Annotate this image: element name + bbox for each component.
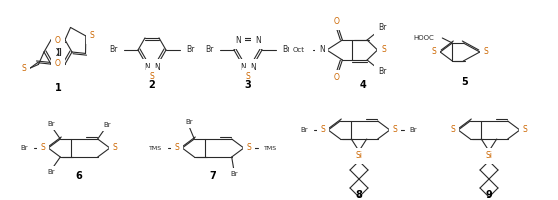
Text: Br: Br: [230, 171, 238, 177]
Text: 5: 5: [461, 77, 468, 87]
Text: Br: Br: [47, 121, 55, 127]
Text: 6: 6: [76, 171, 83, 181]
Text: 4: 4: [359, 80, 367, 90]
Text: N: N: [154, 63, 160, 72]
Text: 2: 2: [148, 80, 155, 90]
Text: S: S: [392, 126, 397, 134]
Text: O: O: [334, 73, 339, 82]
Text: 7: 7: [210, 171, 217, 181]
Text: Si: Si: [485, 152, 493, 160]
Text: 3: 3: [244, 80, 251, 90]
Text: TMS: TMS: [264, 146, 277, 150]
Text: Br: Br: [282, 46, 290, 54]
Text: O: O: [55, 36, 61, 45]
Text: N: N: [235, 36, 241, 45]
Text: 1: 1: [55, 83, 61, 93]
Text: N: N: [250, 63, 256, 72]
Text: Oct: Oct: [293, 47, 305, 53]
Text: Br: Br: [206, 46, 214, 54]
Text: N: N: [240, 63, 246, 72]
Text: Br: Br: [109, 46, 118, 54]
Text: N: N: [144, 63, 150, 72]
Text: S: S: [451, 126, 455, 134]
Text: S: S: [321, 126, 325, 134]
Text: S: S: [175, 144, 180, 152]
Text: S: S: [432, 47, 436, 56]
Text: S: S: [41, 144, 46, 152]
Text: O: O: [334, 18, 339, 26]
Text: S: S: [247, 144, 251, 152]
Text: S: S: [483, 47, 488, 56]
Text: Br: Br: [21, 145, 28, 151]
Text: Br: Br: [378, 23, 386, 32]
Text: Br: Br: [103, 122, 110, 128]
Text: S: S: [22, 64, 27, 73]
Text: TMS: TMS: [149, 146, 162, 150]
Text: N: N: [319, 45, 325, 53]
Text: S: S: [89, 31, 94, 40]
Text: S: S: [522, 126, 527, 134]
Text: S: S: [246, 72, 251, 81]
Text: Br: Br: [378, 68, 386, 76]
Text: N: N: [255, 36, 261, 45]
Text: 8: 8: [355, 190, 363, 200]
Text: Br: Br: [186, 46, 194, 54]
Text: O: O: [55, 59, 61, 68]
Text: HOOC: HOOC: [413, 35, 434, 41]
Text: Si: Si: [355, 152, 363, 160]
Text: Br: Br: [301, 127, 308, 133]
Text: 9: 9: [485, 190, 492, 200]
Text: Br: Br: [185, 119, 193, 125]
Text: S: S: [112, 144, 117, 152]
Text: Br: Br: [47, 169, 55, 175]
Text: S: S: [381, 46, 386, 54]
Text: S: S: [150, 72, 155, 81]
Text: Br: Br: [410, 127, 417, 133]
